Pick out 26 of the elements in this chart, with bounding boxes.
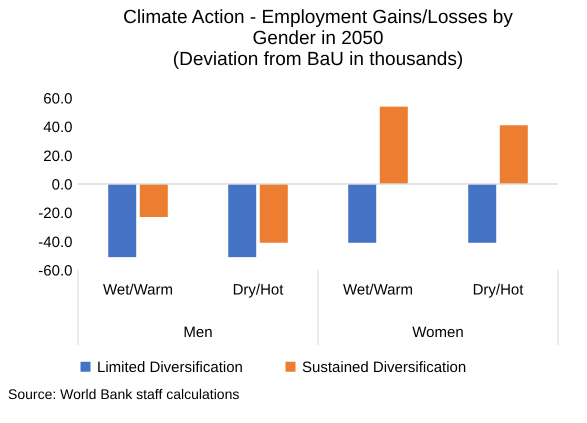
source-note: Source: World Bank staff calculations	[8, 386, 240, 402]
y-tick-label: 20.0	[43, 148, 72, 165]
chart-title: Climate Action - Employment Gains/Losses by Gender in 2050	[123, 7, 514, 49]
y-tick-label: 40.0	[43, 119, 72, 136]
chart-subtitle: (Deviation from BaU in thousands)	[172, 49, 464, 70]
x-tick-label: Wet/Warm	[343, 282, 413, 298]
y-tick-label: -40.0	[38, 234, 72, 251]
bar	[108, 184, 136, 258]
bar	[348, 184, 376, 243]
legend-label: Sustained Diversification	[302, 358, 466, 376]
bar	[380, 106, 408, 184]
y-tick-label: -20.0	[38, 205, 72, 222]
x-tick-label: Dry/Hot	[232, 282, 284, 298]
text: Men	[183, 324, 213, 341]
legend-label: Limited Diversification	[97, 358, 243, 376]
y-tick-label: 60.0	[43, 90, 72, 108]
text: Women	[412, 324, 464, 341]
y-tick-label: -60.0	[38, 262, 72, 280]
x-tick-label: Wet/Warm	[103, 282, 173, 298]
bar	[500, 125, 528, 184]
bar	[468, 184, 496, 243]
x-tick-label: Dry/Hot	[472, 282, 524, 298]
bar	[228, 184, 256, 258]
bar	[140, 184, 168, 217]
y-tick-label: 0.0	[52, 176, 72, 194]
bar	[260, 184, 288, 243]
